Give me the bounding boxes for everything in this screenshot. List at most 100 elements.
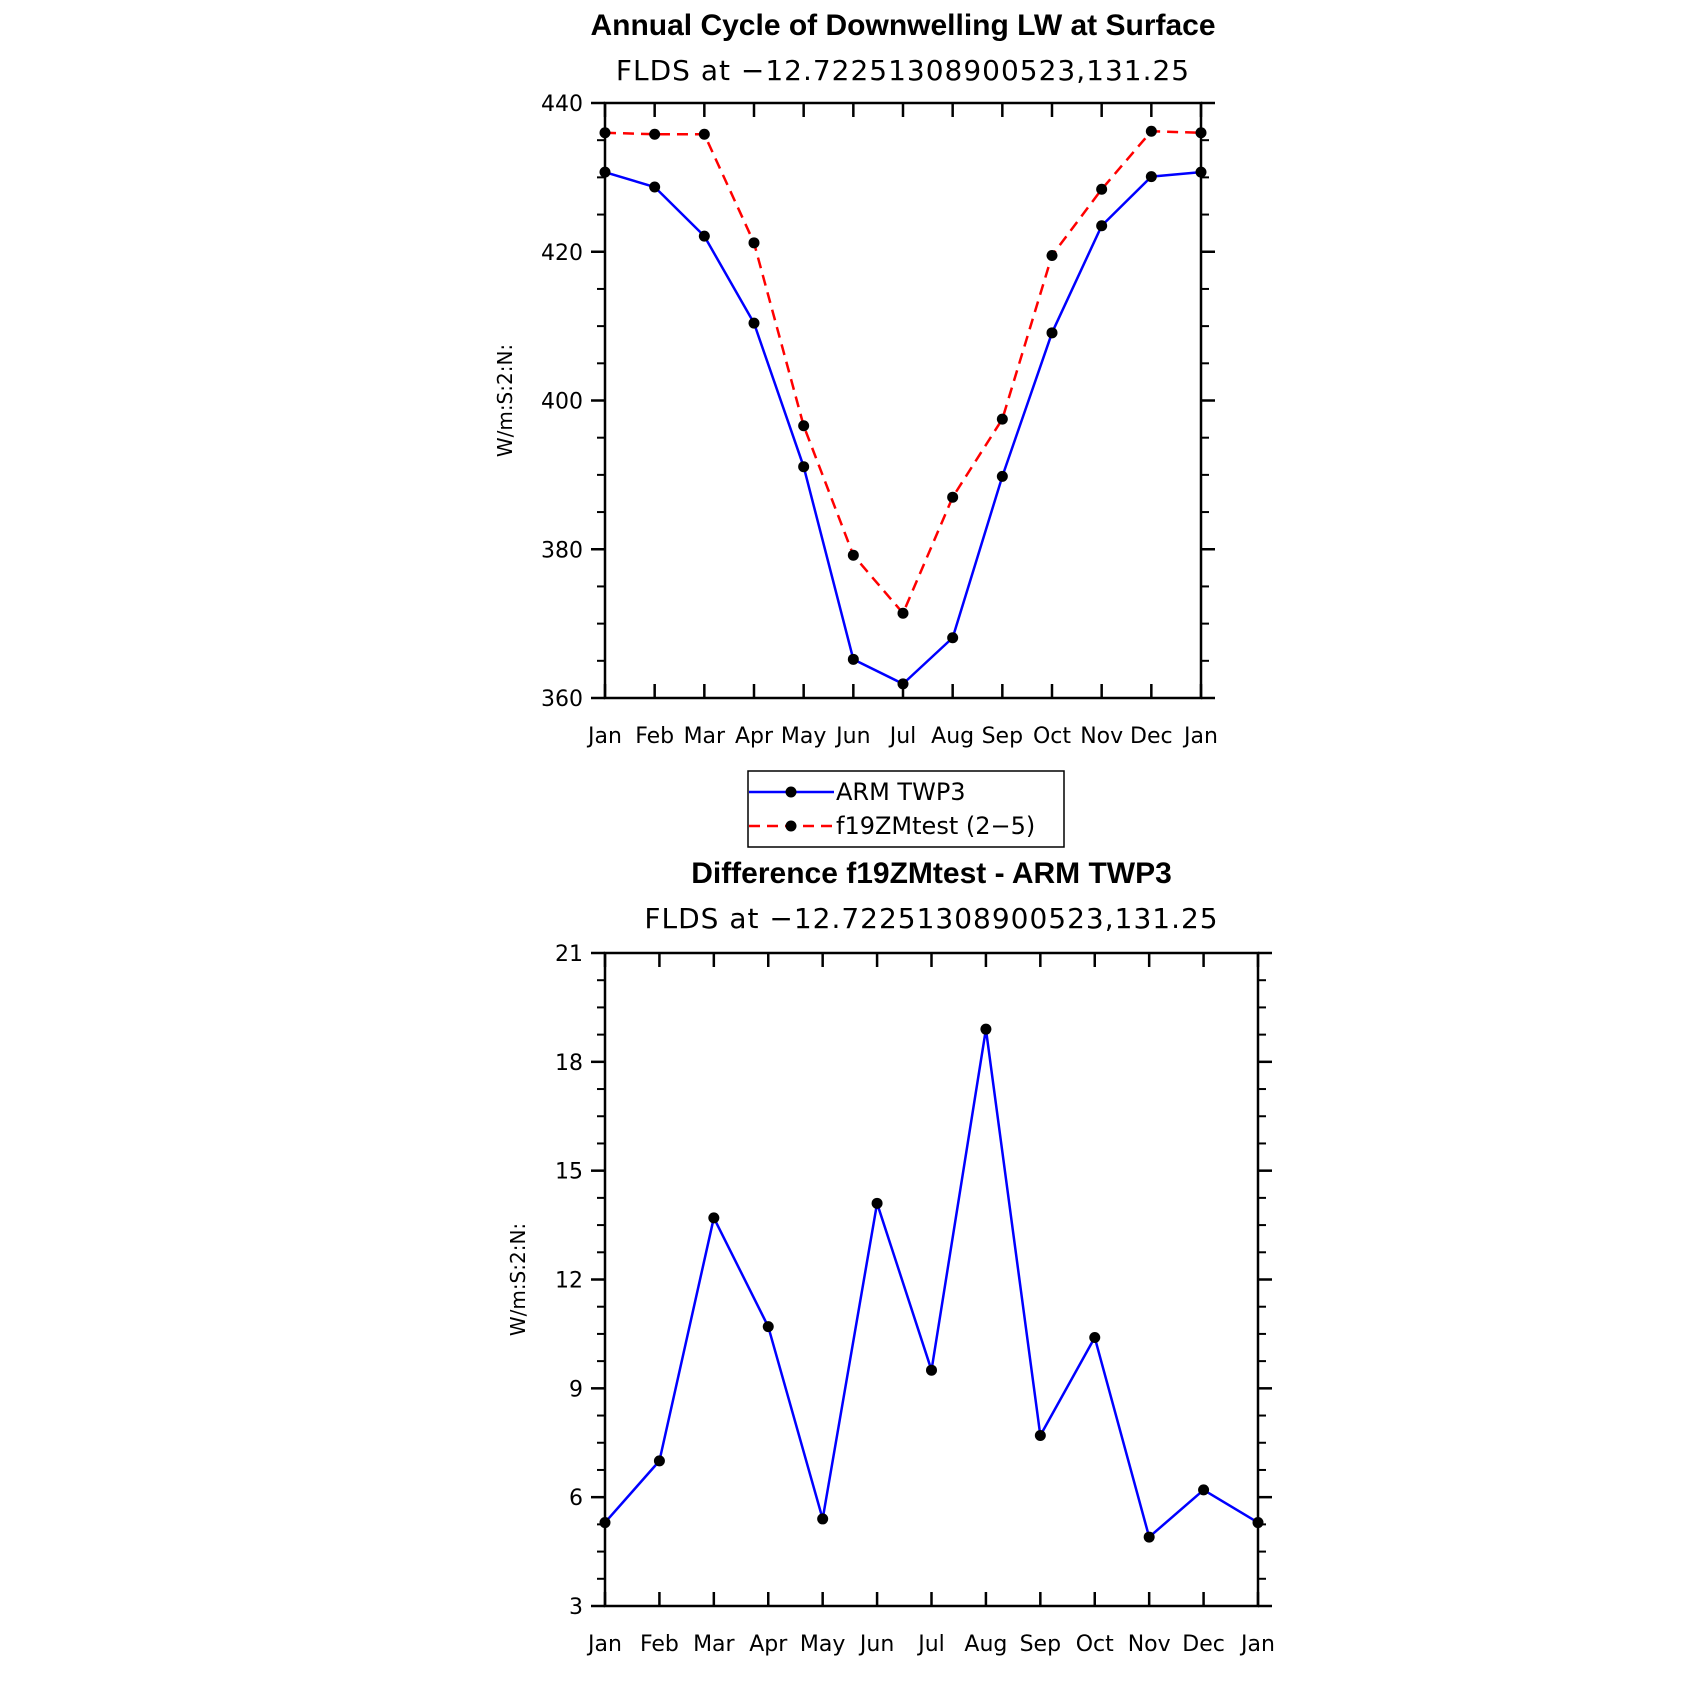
chart1-x-tick-label: Sep — [982, 724, 1023, 749]
chart1-x-tick-label: Jan — [586, 724, 622, 749]
chart2-x-tick-label: Dec — [1182, 1632, 1225, 1657]
chart2-y-tick-label: 9 — [569, 1377, 583, 1402]
chart1-data-point — [1046, 249, 1058, 261]
chart1-y-tick-label: 380 — [541, 538, 583, 563]
chart1-data-point — [1195, 166, 1207, 178]
chart2-x-tick-label: Aug — [964, 1632, 1007, 1657]
chart2-x-tick-label: Jan — [586, 1632, 622, 1657]
legend-model-marker — [785, 820, 797, 832]
chart1-data-point — [599, 127, 611, 139]
chart1-data-point — [897, 607, 909, 619]
chart1-series — [599, 125, 1207, 690]
chart2-data-point — [871, 1197, 883, 1209]
chart2-y-tick-label: 21 — [555, 942, 583, 967]
chart1-y-tick-label: 400 — [541, 390, 583, 415]
chart1-data-point — [847, 549, 859, 561]
chart2-y-tick-label: 6 — [569, 1486, 583, 1511]
chart1-data-point — [847, 653, 859, 665]
chart1-data-point — [1096, 183, 1108, 195]
chart1-data-point — [996, 413, 1008, 425]
chart1-data-point — [698, 230, 710, 242]
chart1-x-tick-label: Jun — [834, 724, 870, 749]
chart1-title: Annual Cycle of Downwelling LW at Surfac… — [590, 9, 1215, 42]
chart1-data-point — [1145, 171, 1157, 183]
chart2-data-point — [1089, 1332, 1101, 1344]
chart1-data-point — [996, 470, 1008, 482]
chart2-data-point — [926, 1364, 937, 1376]
chart2-plot-frame — [603, 951, 1260, 1608]
chart2-x-tick-label: Nov — [1128, 1632, 1171, 1657]
chart2-x-tick-label: Oct — [1076, 1632, 1114, 1657]
chart2-x-tick-label: Apr — [749, 1632, 788, 1657]
chart1-data-point — [947, 491, 959, 503]
chart1-axes: Jan Feb Mar Apr May Jun Jul Aug Sep Oct Nov Dec Jan3… — [541, 92, 1218, 749]
chart2-data-point — [1034, 1429, 1046, 1441]
chart1-subtitle: FLDS at −12.72251308900523,131.25 — [616, 54, 1190, 87]
chart1-y-tick-label: 440 — [541, 92, 583, 117]
chart2-data-point — [762, 1321, 774, 1333]
chart1-data-point — [599, 166, 611, 178]
chart2-axes: Jan Feb Mar Apr May Jun Jul Aug Sep Oct Nov Dec Jan3… — [555, 942, 1275, 1657]
chart2-series — [599, 1023, 1264, 1543]
chart2-y-tick-label: 15 — [555, 1160, 583, 1185]
chart1-x-tick-label: Oct — [1033, 724, 1071, 749]
chart2-data-point — [1198, 1484, 1210, 1496]
difference-chart: Difference f19ZMtest - ARM TWP3 FLDS at … — [506, 857, 1275, 1657]
chart2-x-tick-label: May — [800, 1632, 845, 1657]
chart1-data-point — [798, 461, 810, 473]
chart1-data-point — [947, 632, 959, 644]
chart2-data-point — [1252, 1517, 1264, 1529]
chart1-data-point — [1145, 125, 1157, 137]
chart2-x-tick-label: Jan — [1239, 1632, 1275, 1657]
legend-box — [747, 770, 1065, 848]
chart2-data-point — [653, 1455, 665, 1467]
chart1-legend: ARM TWP3 f19ZMtest (2−5) — [747, 770, 1065, 848]
chart2-x-tick-label: Jul — [916, 1632, 945, 1657]
chart1-x-tick-label: Jan — [1182, 724, 1218, 749]
chart1-x-tick-label: Mar — [684, 724, 726, 749]
chart1-x-tick-label: Feb — [635, 724, 674, 749]
chart1-x-tick-label: Jul — [888, 724, 917, 749]
chart2-series-line-1 — [604, 1027, 1259, 1539]
chart1-x-tick-label: Aug — [931, 724, 974, 749]
chart1-data-point — [798, 420, 810, 432]
chart1-data-point — [698, 128, 710, 140]
chart2-y-tick-label: 18 — [555, 1051, 583, 1076]
annual-cycle-chart: Annual Cycle of Downwelling LW at Surfac… — [493, 9, 1218, 749]
legend-arm-marker — [785, 786, 797, 798]
chart1-data-point — [649, 128, 661, 140]
legend-model-label: f19ZMtest (2−5) — [836, 812, 1035, 840]
chart2-data-point — [1143, 1531, 1155, 1543]
chart1-data-point — [649, 181, 661, 193]
chart1-x-tick-label: Nov — [1080, 724, 1123, 749]
chart2-data-point — [599, 1517, 611, 1529]
chart1-data-point — [1195, 127, 1207, 139]
chart1-series-line-2 — [604, 130, 1202, 615]
chart1-data-point — [897, 678, 909, 690]
legend-arm-label: ARM TWP3 — [836, 778, 966, 806]
chart2-y-tick-label: 3 — [569, 1595, 583, 1620]
chart1-y-axis-label: W/m:S:2:N: — [493, 344, 517, 457]
chart2-y-axis-label: W/m:S:2:N: — [506, 1223, 530, 1336]
chart1-y-tick-label: 420 — [541, 241, 583, 266]
chart2-y-tick-label: 12 — [555, 1269, 583, 1294]
chart2-title: Difference f19ZMtest - ARM TWP3 — [691, 857, 1172, 890]
chart2-x-tick-label: Jun — [858, 1632, 894, 1657]
chart1-data-point — [1096, 220, 1108, 232]
chart2-x-tick-label: Feb — [640, 1632, 679, 1657]
chart2-data-point — [980, 1023, 992, 1035]
chart1-series-line-1 — [604, 170, 1202, 686]
chart1-x-tick-label: Dec — [1130, 724, 1173, 749]
chart1-data-point — [748, 237, 760, 249]
chart1-y-tick-label: 360 — [541, 687, 583, 712]
chart2-subtitle: FLDS at −12.72251308900523,131.25 — [644, 902, 1218, 935]
chart1-x-tick-label: Apr — [735, 724, 774, 749]
chart2-x-tick-label: Sep — [1020, 1632, 1061, 1657]
chart2-data-point — [708, 1212, 720, 1224]
chart2-x-tick-label: Mar — [693, 1632, 735, 1657]
chart1-x-tick-label: May — [781, 724, 826, 749]
chart1-data-point — [748, 317, 760, 329]
chart1-data-point — [1046, 327, 1058, 339]
chart2-data-point — [817, 1513, 829, 1525]
